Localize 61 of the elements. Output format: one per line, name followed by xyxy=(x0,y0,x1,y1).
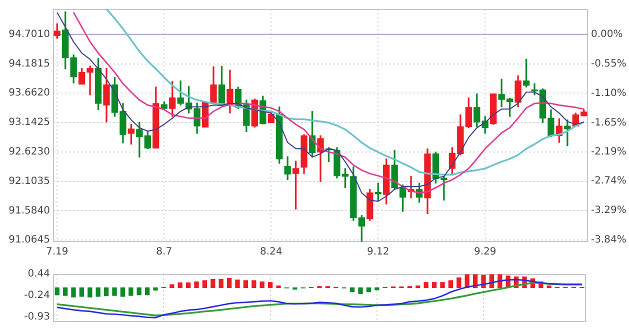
x-tick-label: 9.12 xyxy=(366,246,390,258)
bar xyxy=(268,282,273,288)
y-tick-label: 93.1425 xyxy=(8,117,50,128)
bar xyxy=(170,284,174,288)
bar xyxy=(424,282,428,288)
bar xyxy=(88,287,92,298)
bar xyxy=(546,286,552,288)
y2-tick-label: -1.65% xyxy=(591,117,626,128)
bar xyxy=(120,287,126,297)
bar xyxy=(202,280,208,288)
bar xyxy=(243,280,248,288)
bar xyxy=(448,280,454,288)
y-tick-label: 91.0645 xyxy=(8,234,50,246)
bar xyxy=(54,287,60,296)
bar xyxy=(194,281,199,288)
bar xyxy=(71,287,76,298)
x-tick-label: 7.19 xyxy=(46,246,68,258)
y-tick-label: 92.1035 xyxy=(8,176,50,187)
bar xyxy=(112,287,117,296)
bar xyxy=(416,286,420,288)
y-tick-label: 94.1815 xyxy=(8,58,50,70)
y-tick-label: 91.5840 xyxy=(8,205,50,216)
y-tick-label: 94.7010 xyxy=(8,28,50,40)
bar xyxy=(136,287,142,296)
bar xyxy=(144,287,150,296)
y2-tick-label: -2.74% xyxy=(591,176,626,187)
x-tick-label: 9.29 xyxy=(474,246,496,258)
y-tick-label: -0.93 xyxy=(24,311,50,322)
bar xyxy=(235,280,240,288)
y2-tick-label: 0.00% xyxy=(591,28,623,40)
y2-tick-label: -0.55% xyxy=(591,58,626,70)
bar xyxy=(350,287,355,292)
bar xyxy=(358,287,363,294)
bar xyxy=(153,287,158,291)
y-tick-label: 92.6230 xyxy=(8,146,50,158)
y2-tick-label: -2.19% xyxy=(591,146,626,158)
bar xyxy=(456,277,462,288)
bar xyxy=(96,287,100,297)
y-tick-label: 93.6620 xyxy=(8,88,50,99)
y2-tick-label: -1.10% xyxy=(591,88,626,99)
y-tick-label: -0.24 xyxy=(24,290,50,301)
bar xyxy=(276,286,281,288)
bar xyxy=(226,278,232,288)
x-tick-label: 8.7 xyxy=(156,246,172,258)
bar xyxy=(128,287,134,296)
bar xyxy=(218,278,224,288)
bar xyxy=(366,287,372,292)
bar xyxy=(186,282,191,288)
y2-tick-label: -3.29% xyxy=(591,205,626,216)
bar xyxy=(210,278,216,288)
bar xyxy=(62,287,68,296)
x-tick-label: 8.24 xyxy=(260,246,282,258)
y-tick-label: 0.44 xyxy=(28,268,50,280)
bar xyxy=(440,282,445,288)
bar xyxy=(432,282,437,288)
bar xyxy=(178,282,182,288)
bar xyxy=(104,287,109,296)
bar xyxy=(252,280,256,288)
bar xyxy=(260,281,264,288)
bar xyxy=(79,287,84,297)
y2-tick-label: -3.84% xyxy=(591,234,626,246)
